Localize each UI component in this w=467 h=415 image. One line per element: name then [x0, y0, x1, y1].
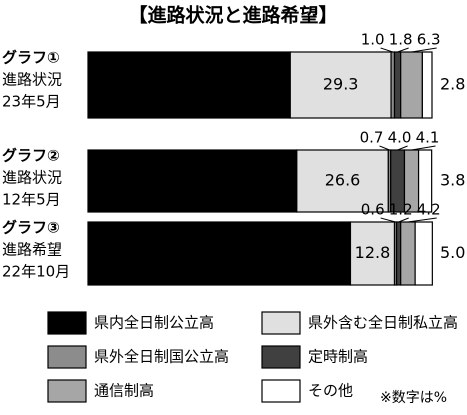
- leader-line: [398, 217, 409, 223]
- value-label: 26.6: [325, 171, 361, 190]
- value-label: 3.8: [440, 171, 465, 190]
- category-label: グラフ②: [2, 147, 60, 165]
- value-label: 6.3: [417, 31, 441, 49]
- legend-label: 県外含む全日制私立高: [308, 314, 458, 332]
- leader-line: [380, 217, 396, 223]
- value-label: 1.2: [389, 201, 413, 219]
- category-label: 23年5月: [2, 93, 61, 111]
- legend-swatch: [261, 379, 301, 403]
- value-label: 58.8: [171, 75, 207, 94]
- value-label: 1.0: [361, 31, 385, 49]
- value-label: 12.8: [355, 243, 391, 262]
- category-label: 12年5月: [2, 191, 61, 209]
- leader-line: [411, 47, 437, 53]
- value-label: 4.1: [416, 129, 440, 147]
- bar-segment: [421, 51, 433, 119]
- category-label: グラフ③: [2, 219, 60, 237]
- bar-segment: [400, 221, 416, 286]
- value-label: 1.8: [389, 31, 413, 49]
- legend-swatch: [261, 311, 301, 335]
- value-label: 2.8: [440, 75, 465, 94]
- bar-segment: [400, 51, 423, 119]
- value-label: 5.0: [440, 243, 465, 262]
- bar-segment: [395, 221, 402, 286]
- legend-label: 通信制高: [94, 382, 154, 400]
- value-label: 29.3: [323, 75, 359, 94]
- leader-line: [407, 217, 437, 223]
- leader-line: [411, 145, 436, 151]
- bar-segment: [417, 149, 433, 213]
- value-label: 4.2: [417, 201, 441, 219]
- category-label: 進路希望: [2, 241, 62, 259]
- legend-swatch: [47, 379, 87, 403]
- value-label: 60.7: [175, 171, 211, 190]
- leader-line: [380, 47, 393, 53]
- bar-segment: [393, 51, 402, 119]
- bar-segment: [296, 149, 389, 213]
- value-label: 76.3: [201, 243, 237, 262]
- bar-segment: [87, 51, 291, 119]
- chart-title: 【進路状況と進路希望】: [128, 4, 337, 27]
- value-label: 0.7: [360, 129, 384, 147]
- leader-line: [397, 47, 409, 53]
- bar-segment: [87, 221, 352, 286]
- category-label: 進路状況: [2, 169, 62, 187]
- value-label: 4.0: [388, 129, 412, 147]
- value-label: 0.6: [361, 201, 385, 219]
- legend-label: 県外全日制国公立高: [94, 348, 229, 366]
- legend-swatch: [261, 345, 301, 369]
- legend-label: 県内全日制公立高: [94, 314, 214, 332]
- leader-line: [379, 145, 390, 151]
- category-label: グラフ①: [2, 49, 60, 67]
- category-label: 22年10月: [2, 263, 70, 281]
- bar-segment: [349, 221, 396, 286]
- legend-swatch: [47, 345, 87, 369]
- legend-label: その他: [308, 382, 353, 400]
- legend-swatch: [47, 311, 87, 335]
- category-label: 進路状況: [2, 71, 62, 89]
- note: ※数字は%: [380, 390, 447, 406]
- leader-line: [397, 145, 408, 151]
- bar-segment: [414, 221, 433, 286]
- bar-segment: [289, 51, 392, 119]
- bar-segment: [87, 149, 298, 213]
- legend-label: 定時制高: [308, 348, 368, 366]
